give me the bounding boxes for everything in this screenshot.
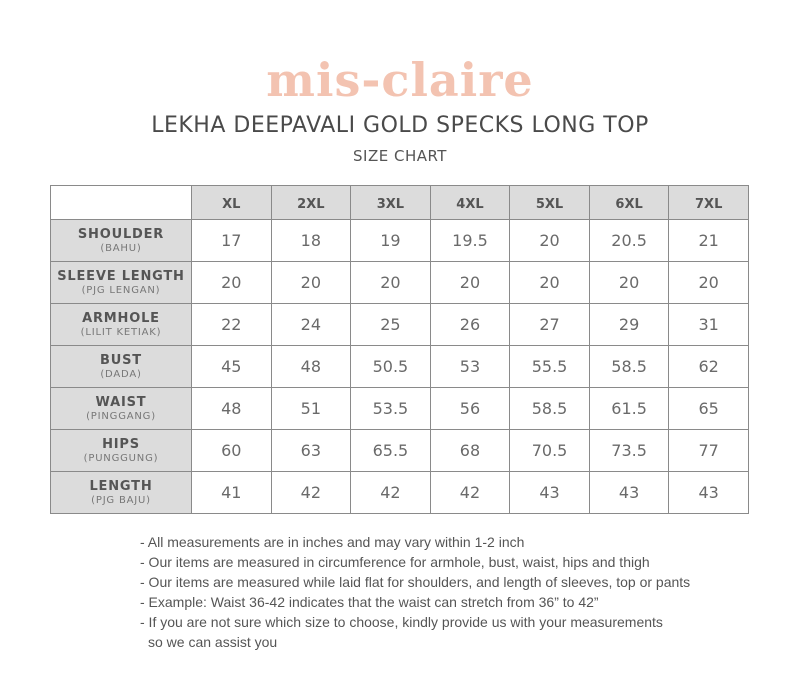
measurement-cell: 48 xyxy=(191,387,272,430)
brand-logo: mis-claire xyxy=(266,53,534,107)
size-chart-table: XL 2XL 3XL 4XL 5XL 6XL 7XL SHOULDER (BAHU… xyxy=(50,185,749,514)
row-label: SLEEVE LENGTH (PJG LENGAN) xyxy=(50,261,192,304)
row-label: ARMHOLE (LILIT KETIAK) xyxy=(50,303,192,346)
measurement-cell: 51 xyxy=(270,387,352,430)
measurement-cell: 53 xyxy=(429,345,511,388)
table-row: SHOULDER (BAHU) 17 18 19 19.5 20 20.5 21 xyxy=(50,219,749,262)
product-title: LEKHA DEEPAVALI GOLD SPECKS LONG TOP xyxy=(151,113,649,138)
note-line: - Our items are measured in circumferenc… xyxy=(140,554,650,570)
table-row: LENGTH (PJG BAJU) 41 42 42 42 43 43 43 xyxy=(50,471,749,514)
measurement-cell: 42 xyxy=(350,471,431,514)
measurement-cell: 55.5 xyxy=(509,345,590,388)
row-label-sub: (PUNGGUNG) xyxy=(83,452,159,464)
row-label-sub: (PJG BAJU) xyxy=(91,494,151,506)
table-row: HIPS (PUNGGUNG) 60 63 65.5 68 70.5 73.5 7… xyxy=(50,429,749,472)
row-label-main: WAIST xyxy=(95,394,147,410)
measurement-cell: 19.5 xyxy=(429,219,511,262)
measurement-cell: 18 xyxy=(270,219,352,262)
corner-cell xyxy=(50,185,192,220)
measurement-cell: 26 xyxy=(429,303,511,346)
measurement-cell: 65 xyxy=(668,387,749,430)
measurement-cell: 60 xyxy=(191,429,272,472)
measurement-cell: 41 xyxy=(191,471,272,514)
measurement-cell: 43 xyxy=(509,471,590,514)
measurement-cell: 20 xyxy=(668,261,749,304)
row-label-sub: (BAHU) xyxy=(100,242,142,254)
size-header: XL xyxy=(191,185,272,220)
size-header: 7XL xyxy=(668,185,749,220)
measurement-cell: 20 xyxy=(509,219,590,262)
measurement-cell: 65.5 xyxy=(350,429,431,472)
table-row: BUST (DADA) 45 48 50.5 53 55.5 58.5 62 xyxy=(50,345,749,388)
table-row: ARMHOLE (LILIT KETIAK) 22 24 25 26 27 29 … xyxy=(50,303,749,346)
measurement-cell: 42 xyxy=(429,471,511,514)
measurement-cell: 58.5 xyxy=(588,345,670,388)
measurement-cell: 20 xyxy=(509,261,590,304)
note-line: - All measurements are in inches and may… xyxy=(140,534,525,550)
measurement-cell: 53.5 xyxy=(350,387,431,430)
measurement-cell: 20 xyxy=(350,261,431,304)
note-line: - Example: Waist 36-42 indicates that th… xyxy=(140,594,599,610)
size-header: 3XL xyxy=(350,185,431,220)
row-label: SHOULDER (BAHU) xyxy=(50,219,192,262)
row-label: WAIST (PINGGANG) xyxy=(50,387,192,430)
measurement-cell: 62 xyxy=(668,345,749,388)
measurement-cell: 43 xyxy=(668,471,749,514)
row-label-sub: (DADA) xyxy=(100,368,142,380)
row-label-main: BUST xyxy=(100,352,142,368)
measurement-cell: 20 xyxy=(270,261,352,304)
measurement-cell: 31 xyxy=(668,303,749,346)
measurement-cell: 42 xyxy=(270,471,352,514)
row-label-main: ARMHOLE xyxy=(82,310,160,326)
measurement-cell: 61.5 xyxy=(588,387,670,430)
size-header: 2XL xyxy=(270,185,352,220)
row-label-main: LENGTH xyxy=(89,478,153,494)
measurement-cell: 20.5 xyxy=(588,219,670,262)
row-label-sub: (PJG LENGAN) xyxy=(81,284,161,296)
row-label: LENGTH (PJG BAJU) xyxy=(50,471,192,514)
row-label-main: HIPS xyxy=(102,436,140,452)
row-label-sub: (LILIT KETIAK) xyxy=(80,326,162,338)
row-label-main: SHOULDER xyxy=(77,226,165,242)
measurement-cell: 22 xyxy=(191,303,272,346)
row-label: HIPS (PUNGGUNG) xyxy=(50,429,192,472)
measurement-cell: 58.5 xyxy=(509,387,590,430)
measurement-cell: 50.5 xyxy=(350,345,431,388)
measurement-cell: 21 xyxy=(668,219,749,262)
note-line: - Our items are measured while laid flat… xyxy=(140,574,691,590)
row-label: BUST (DADA) xyxy=(50,345,192,388)
table-row: WAIST (PINGGANG) 48 51 53.5 56 58.5 61.5 … xyxy=(50,387,749,430)
measurement-cell: 25 xyxy=(350,303,431,346)
measurement-cell: 77 xyxy=(668,429,749,472)
size-header: 4XL xyxy=(429,185,511,220)
measurement-cell: 27 xyxy=(509,303,590,346)
measurement-cell: 45 xyxy=(191,345,272,388)
measurement-cell: 24 xyxy=(270,303,352,346)
measurement-cell: 43 xyxy=(588,471,670,514)
measurement-cell: 73.5 xyxy=(588,429,670,472)
measurement-cell: 63 xyxy=(270,429,352,472)
note-line: so we can assist you xyxy=(148,634,278,650)
measurement-cell: 20 xyxy=(588,261,670,304)
row-label-main: SLEEVE LENGTH xyxy=(57,268,185,284)
size-chart-subtitle: SIZE CHART xyxy=(353,147,447,165)
measurement-notes: - All measurements are in inches and may… xyxy=(140,532,740,652)
size-header: 6XL xyxy=(588,185,670,220)
measurement-cell: 17 xyxy=(191,219,272,262)
measurement-cell: 29 xyxy=(588,303,670,346)
measurement-cell: 19 xyxy=(350,219,431,262)
size-header: 5XL xyxy=(509,185,590,220)
note-line: - If you are not sure which size to choo… xyxy=(140,614,663,630)
table-row: SLEEVE LENGTH (PJG LENGAN) 20 20 20 20 20… xyxy=(50,261,749,304)
row-label-sub: (PINGGANG) xyxy=(86,410,156,422)
measurement-cell: 48 xyxy=(270,345,352,388)
header-row: XL 2XL 3XL 4XL 5XL 6XL 7XL xyxy=(50,185,749,220)
measurement-cell: 70.5 xyxy=(509,429,590,472)
measurement-cell: 20 xyxy=(429,261,511,304)
measurement-cell: 20 xyxy=(191,261,272,304)
measurement-cell: 56 xyxy=(429,387,511,430)
measurement-cell: 68 xyxy=(429,429,511,472)
